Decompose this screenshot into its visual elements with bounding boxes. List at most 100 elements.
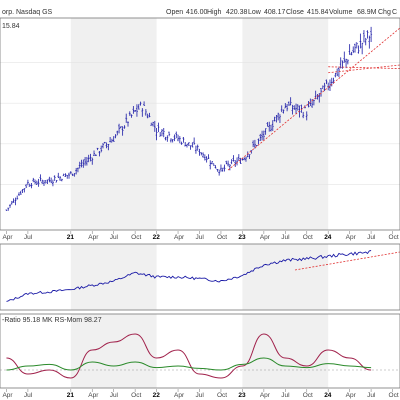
low-value: 408.17 [264,9,286,16]
ohlc-bar [53,175,56,181]
ohlc-bar [259,133,262,141]
open-value: 416.00 [186,9,208,16]
rrg-x-label: Jul [367,392,376,399]
ohlc-bar [345,58,348,69]
ohlc-bar [141,108,144,117]
ohlc-bar [84,156,87,166]
ohlc-bar [277,112,280,121]
price-x-label: Jul [24,234,33,241]
ohlc-bar [214,165,217,169]
ohlc-bar [230,159,233,165]
ohlc-bar [243,157,246,161]
close-value: 415.84 [307,9,329,16]
ohlc-bar [178,136,181,144]
ohlc-bar [25,183,28,188]
ohlc-bar [284,103,287,109]
ohlc-bar [257,138,260,145]
ohlc-bar [253,139,256,149]
ohlc-bar [366,30,369,39]
ohlc-bar [270,124,272,132]
ohlc-bar [216,169,219,172]
ohlc-bar [123,125,126,129]
year-band [70,18,157,230]
ohlc-bar [291,104,294,115]
ohlc-bar [237,154,240,162]
rs-trendline [294,251,400,271]
ohlc-bar [244,156,247,162]
ohlc-bar [359,33,362,49]
rs-year-shading [70,244,329,310]
high-value: 420.38 [226,9,248,16]
price-x-label: 24 [324,234,332,241]
ohlc-bar [73,173,76,177]
ohlc-bar [323,82,326,92]
ohlc-bar [144,109,147,116]
ohlc-bar [205,156,208,163]
rrg-x-label: Apr [174,392,185,399]
ohlc-bar [14,197,17,206]
ohlc-bar [119,126,122,129]
ohlc-bar [135,104,138,117]
rrg-x-label: Oct [217,392,227,399]
rrg-x-label: Jul [281,392,290,399]
ohlc-bar [348,44,351,55]
ohlc-bar [271,120,274,131]
ohlc-bar [193,137,196,145]
ohlc-bar [182,137,185,143]
ohlc-bar [191,142,194,148]
ohlc-bar [5,209,8,211]
ohlc-bar [264,128,267,135]
ohlc-bar [98,151,101,157]
ohlc-bar [339,57,342,69]
rrg-x-label: Apr [346,392,357,399]
ohlc-bar [69,171,72,175]
ohlc-bar [278,114,281,124]
ohlc-bar [225,160,228,165]
ohlc-bar [239,157,242,164]
ohlc-bar [275,115,278,123]
ohlc-bar [248,154,251,159]
rrg-x-label: Jul [24,392,33,399]
ohlc-bar [370,26,373,42]
ohlc-bar [37,178,40,187]
price-x-label: Apr [346,234,357,241]
price-panel-border [0,17,400,231]
rrg-x-label: Apr [2,392,13,399]
ohlc-bar [109,136,112,143]
ohlc-bar [180,141,183,145]
ohlc-bar [26,179,29,186]
rrg-legend-title: -Ratio 95.18 MK RS-Mom 98.27 [2,317,102,324]
ohlc-bar [78,161,81,169]
price-x-axis: Apr Jul 21 Apr Jul Oct 22 Apr Jul Oct 23 Apr Jul Oct 2… [2,231,399,241]
ohlc-bar [268,121,271,132]
price-x-label: 21 [67,234,75,241]
ohlc-bar [121,126,124,136]
price-x-label: Jul [110,234,119,241]
price-panel-bg [0,18,400,230]
ohlc-bar [318,93,321,103]
ohlc-bar [223,164,226,172]
ohlc-bar [262,130,265,140]
volume-value: 68.9M [357,9,377,16]
ohlc-bar [134,109,137,112]
rrg-x-label: Apr [260,392,271,399]
ohlc-bar [64,173,67,178]
high-label: High [207,9,222,16]
ohlc-bar [91,157,94,165]
ohlc-bar [282,109,285,114]
ohlc-bar [203,154,206,161]
ohlc-bar [19,190,22,195]
ohlc-bar [51,179,54,187]
year-band [242,18,329,230]
ohlc-bar [346,59,349,65]
ohlc-bar [164,136,167,141]
ohlc-bar [266,122,269,127]
ohlc-bar [295,103,298,114]
ohlc-bar [352,46,355,54]
price-x-label: Oct [303,234,313,241]
ohlc-bar [48,176,51,183]
ohlc-bar [196,144,199,151]
ohlc-bar [60,178,63,182]
ohlc-bar [105,142,108,149]
ohlc-bar [355,42,358,49]
